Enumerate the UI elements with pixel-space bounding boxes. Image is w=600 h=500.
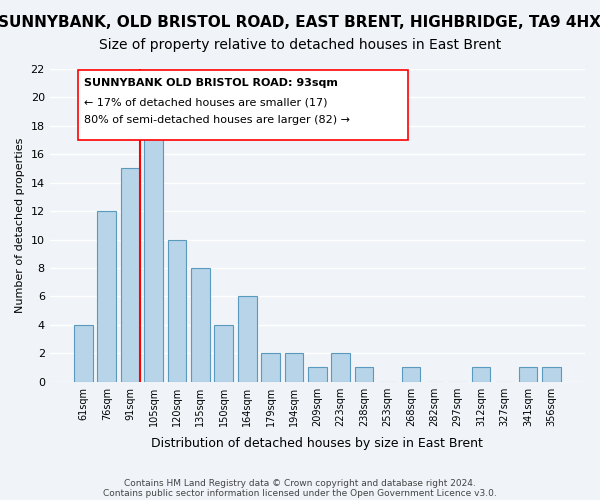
Bar [331,353,350,382]
Bar [97,211,116,382]
Bar [355,368,373,382]
Text: 80% of semi-detached houses are larger (82) →: 80% of semi-detached houses are larger (… [84,115,350,125]
Bar [542,368,560,382]
Bar [308,368,326,382]
Bar [191,268,210,382]
Bar [121,168,140,382]
Text: SUNNYBANK, OLD BRISTOL ROAD, EAST BRENT, HIGHBRIDGE, TA9 4HX: SUNNYBANK, OLD BRISTOL ROAD, EAST BRENT,… [0,15,600,30]
Y-axis label: Number of detached properties: Number of detached properties [15,138,25,313]
Bar [261,353,280,382]
Bar [401,368,420,382]
Bar [238,296,257,382]
Text: Contains public sector information licensed under the Open Government Licence v3: Contains public sector information licen… [103,488,497,498]
Bar [284,353,303,382]
Text: Contains HM Land Registry data © Crown copyright and database right 2024.: Contains HM Land Registry data © Crown c… [124,478,476,488]
Bar [167,240,187,382]
Text: SUNNYBANK OLD BRISTOL ROAD: 93sqm: SUNNYBANK OLD BRISTOL ROAD: 93sqm [84,78,338,88]
Bar [518,368,537,382]
Text: Size of property relative to detached houses in East Brent: Size of property relative to detached ho… [99,38,501,52]
Text: ← 17% of detached houses are smaller (17): ← 17% of detached houses are smaller (17… [84,98,328,108]
Bar [74,325,93,382]
X-axis label: Distribution of detached houses by size in East Brent: Distribution of detached houses by size … [151,437,483,450]
Bar [472,368,490,382]
Bar [144,126,163,382]
Bar [214,325,233,382]
